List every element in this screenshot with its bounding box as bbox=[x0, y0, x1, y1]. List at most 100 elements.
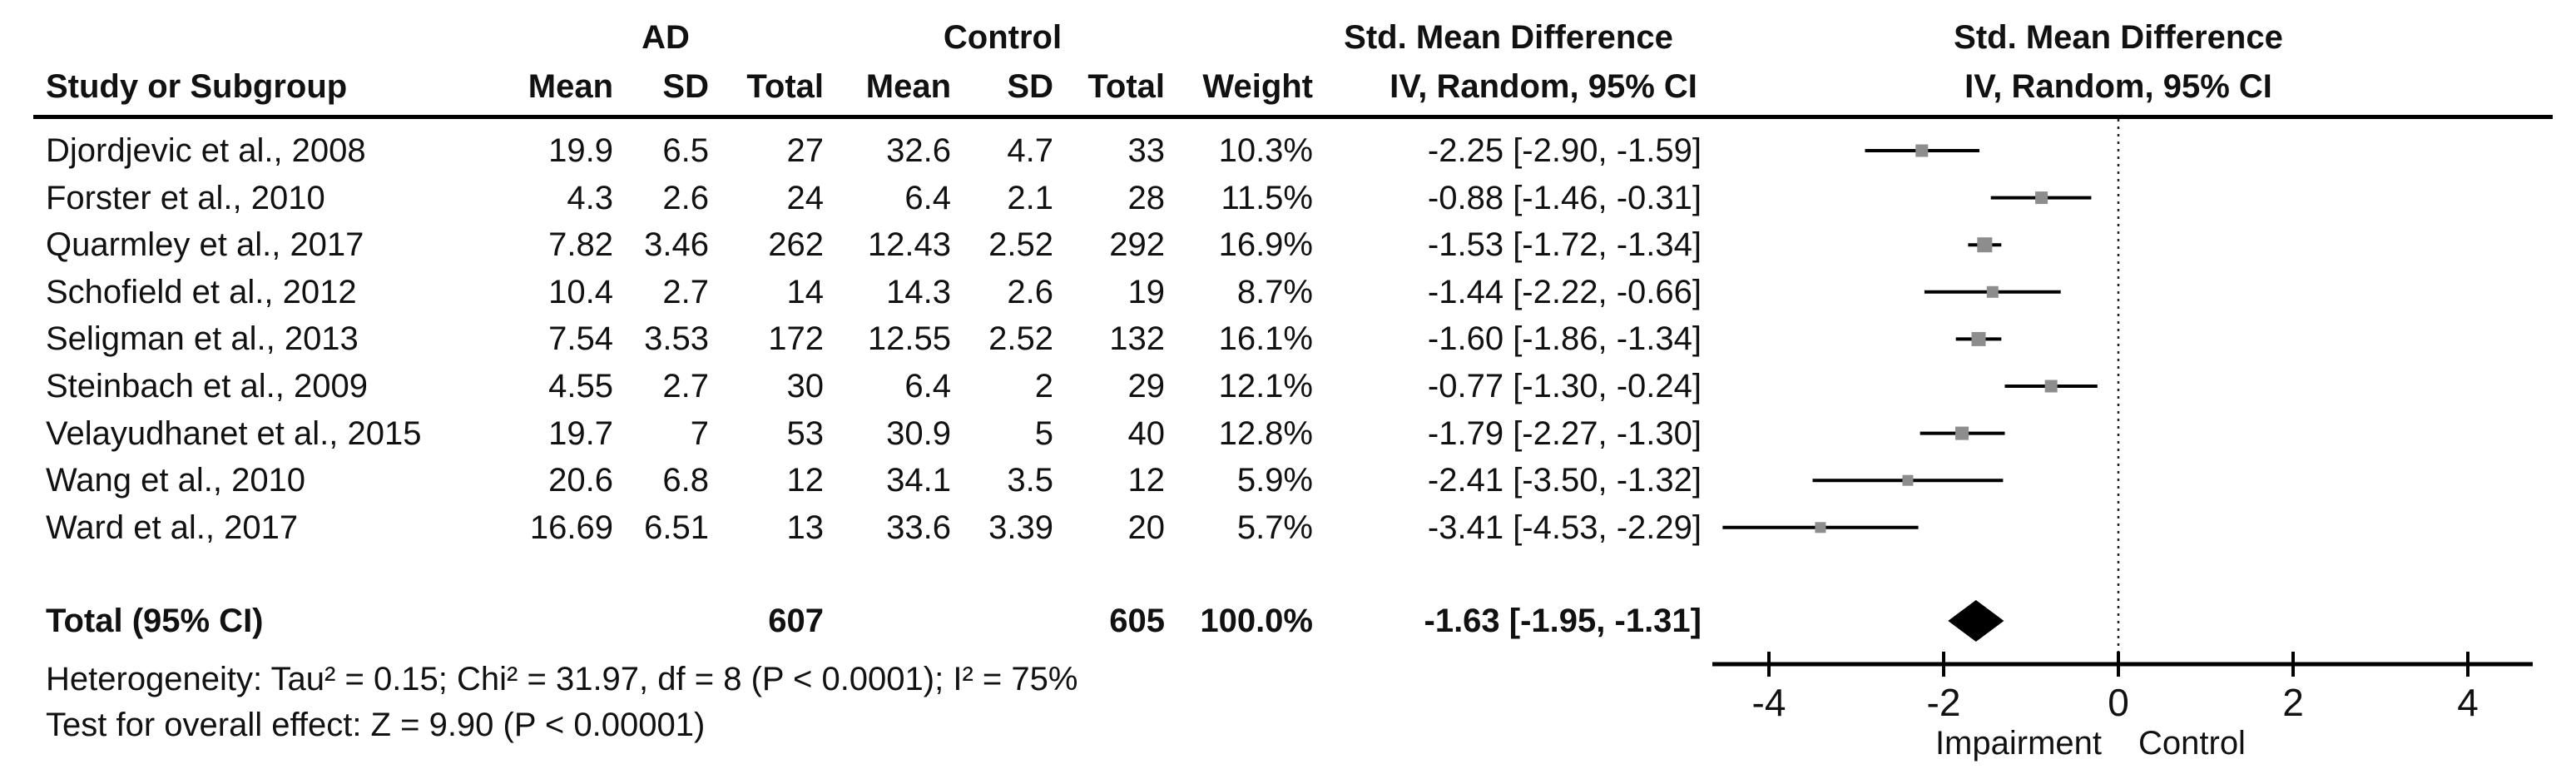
ad-sd: 3.53 bbox=[644, 320, 709, 357]
weight-value: 16.1% bbox=[1218, 320, 1313, 357]
ad-total: 53 bbox=[786, 415, 825, 452]
control-sd: 2 bbox=[1034, 368, 1053, 404]
weight-value: 5.7% bbox=[1236, 509, 1313, 546]
ad-mean: 4.3 bbox=[567, 180, 613, 216]
column-header-weight: Weight bbox=[1202, 68, 1313, 105]
control-total: 33 bbox=[1127, 132, 1166, 169]
ad-total: 14 bbox=[786, 274, 825, 310]
ad-sd: 2.6 bbox=[662, 180, 709, 216]
total-label: Total (95% CI) bbox=[46, 603, 264, 639]
control-total: 40 bbox=[1127, 415, 1166, 452]
ad-total: 30 bbox=[786, 368, 825, 404]
total-control-total: 605 bbox=[1109, 603, 1165, 639]
weight-value: 12.8% bbox=[1218, 415, 1313, 452]
smd-ci-text: -0.88 [-1.46, -0.31] bbox=[1427, 180, 1702, 216]
ad-total: 12 bbox=[786, 462, 825, 499]
effect-square bbox=[1986, 285, 1999, 298]
plot-header-smd-title: Std. Mean Difference bbox=[1954, 19, 2283, 56]
total-weight: 100.0% bbox=[1200, 603, 1313, 639]
control-mean: 12.43 bbox=[867, 226, 951, 263]
axis-left-label: Impairment bbox=[1935, 725, 2102, 762]
study-name: Seligman et al., 2013 bbox=[46, 320, 359, 357]
effect-square bbox=[1815, 522, 1826, 533]
column-header-control-sd: SD bbox=[1007, 68, 1053, 105]
smd-ci-text: -0.77 [-1.30, -0.24] bbox=[1427, 368, 1702, 404]
smd-ci-text: -2.25 [-2.90, -1.59] bbox=[1427, 132, 1702, 169]
smd-ci-text: -1.79 [-2.27, -1.30] bbox=[1427, 415, 1702, 452]
ad-mean: 7.54 bbox=[548, 320, 613, 357]
study-name: Quarmley et al., 2017 bbox=[46, 226, 364, 263]
control-sd: 3.39 bbox=[988, 509, 1053, 546]
ad-mean: 16.69 bbox=[529, 509, 613, 546]
x-axis-tick-label: 4 bbox=[2457, 681, 2479, 724]
group-header-ad: AD bbox=[642, 19, 690, 56]
control-mean: 30.9 bbox=[886, 415, 951, 452]
weight-value: 16.9% bbox=[1218, 226, 1313, 263]
column-header-smd-subtitle: IV, Random, 95% CI bbox=[1390, 68, 1697, 105]
effect-square bbox=[1915, 144, 1929, 157]
control-sd: 2.52 bbox=[988, 320, 1053, 357]
column-header-ad-total: Total bbox=[746, 68, 824, 105]
study-name: Velayudhanet et al., 2015 bbox=[46, 415, 422, 452]
ad-mean: 7.82 bbox=[548, 226, 613, 263]
study-name: Djordjevic et al., 2008 bbox=[46, 132, 366, 169]
study-name: Ward et al., 2017 bbox=[46, 509, 299, 546]
heterogeneity-text: Heterogeneity: Tau² = 0.15; Chi² = 31.97… bbox=[46, 661, 1078, 697]
control-sd: 5 bbox=[1034, 415, 1053, 452]
ad-sd: 6.8 bbox=[662, 462, 709, 499]
plot-header-smd-subtitle: IV, Random, 95% CI bbox=[1964, 68, 2272, 105]
study-name: Steinbach et al., 2009 bbox=[46, 368, 368, 404]
ad-mean: 19.7 bbox=[548, 415, 613, 452]
weight-value: 10.3% bbox=[1218, 132, 1313, 169]
control-total: 12 bbox=[1127, 462, 1166, 499]
total-ad-total: 607 bbox=[768, 603, 824, 639]
control-total: 20 bbox=[1127, 509, 1166, 546]
ad-mean: 19.9 bbox=[548, 132, 613, 169]
column-header-control-total: Total bbox=[1087, 68, 1165, 105]
effect-square bbox=[1971, 331, 1986, 346]
control-total: 19 bbox=[1127, 274, 1166, 310]
overall-effect-text: Test for overall effect: Z = 9.90 (P < 0… bbox=[46, 707, 706, 743]
ad-total: 172 bbox=[768, 320, 824, 357]
weight-value: 11.5% bbox=[1221, 180, 1313, 216]
ad-sd: 2.7 bbox=[662, 368, 709, 404]
group-header-control: Control bbox=[943, 19, 1063, 56]
study-name: Wang et al., 2010 bbox=[46, 462, 306, 499]
ad-mean: 4.55 bbox=[548, 368, 613, 404]
ad-sd: 3.46 bbox=[644, 226, 709, 263]
column-header-control-mean: Mean bbox=[865, 68, 951, 105]
control-mean: 34.1 bbox=[886, 462, 951, 499]
control-mean: 6.4 bbox=[904, 368, 951, 404]
ad-total: 27 bbox=[786, 132, 825, 169]
smd-ci-text: -1.53 [-1.72, -1.34] bbox=[1427, 226, 1702, 263]
ad-sd: 2.7 bbox=[662, 274, 709, 310]
column-header-study: Study or Subgroup bbox=[46, 68, 348, 105]
effect-square bbox=[2044, 380, 2058, 393]
study-name: Schofield et al., 2012 bbox=[46, 274, 357, 310]
column-header-smd-title: Std. Mean Difference bbox=[1344, 19, 1673, 56]
x-axis-tick-label: -2 bbox=[1927, 681, 1961, 724]
ad-mean: 20.6 bbox=[548, 462, 613, 499]
smd-ci-text: -2.41 [-3.50, -1.32] bbox=[1427, 462, 1702, 499]
control-sd: 2.6 bbox=[1007, 274, 1053, 310]
control-sd: 2.52 bbox=[988, 226, 1053, 263]
weight-value: 8.7% bbox=[1236, 274, 1313, 310]
effect-square bbox=[2035, 191, 2048, 205]
weight-value: 12.1% bbox=[1218, 368, 1313, 404]
control-mean: 14.3 bbox=[886, 274, 951, 310]
axis-right-label: Control bbox=[2138, 725, 2246, 762]
ad-sd: 6.5 bbox=[662, 132, 709, 169]
smd-ci-text: -1.60 [-1.86, -1.34] bbox=[1427, 320, 1702, 357]
effect-square bbox=[1902, 474, 1914, 486]
x-axis-tick-label: 2 bbox=[2282, 681, 2304, 724]
control-sd: 2.1 bbox=[1007, 180, 1053, 216]
ad-total: 262 bbox=[768, 226, 824, 263]
control-mean: 12.55 bbox=[867, 320, 951, 357]
control-mean: 33.6 bbox=[886, 509, 951, 546]
ad-mean: 10.4 bbox=[548, 274, 613, 310]
column-header-ad-mean: Mean bbox=[528, 68, 613, 105]
control-sd: 3.5 bbox=[1007, 462, 1053, 499]
control-mean: 32.6 bbox=[886, 132, 951, 169]
